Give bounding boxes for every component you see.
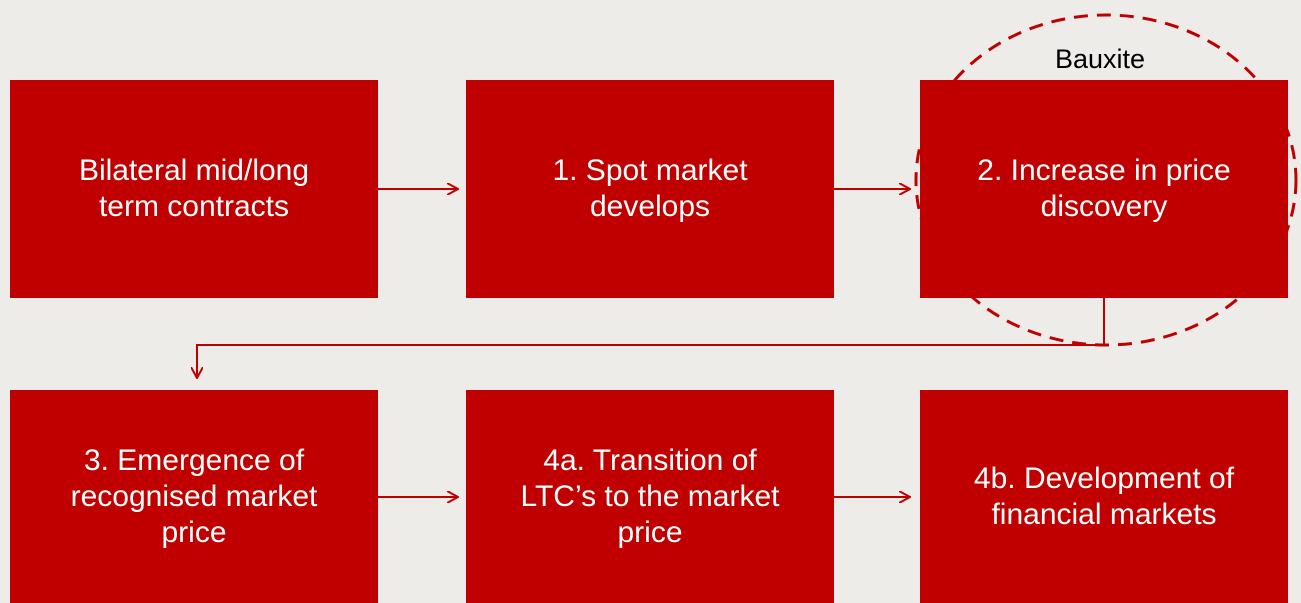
process-box: 4a. Transition of LTC’s to the market pric… [466,390,834,603]
box-label: develops [589,190,711,223]
arrow [197,298,1105,378]
box-label: recognised market [70,479,318,513]
highlight-ellipse [914,13,1298,347]
process-box: 3. Emergence of recognised market price [10,390,378,603]
box-label: Bilateral mid/long [78,154,310,187]
box-label: 1. Spot market [552,154,748,187]
box-label: 3. Emergence of [83,443,305,477]
process-box: 1. Spot market develops [466,80,834,298]
process-box: 4b. Development of financial markets [920,390,1288,603]
box-label: LTC’s to the market [520,479,780,513]
process-box: 2. Increase in price discovery [920,80,1288,298]
box-label: financial markets [991,497,1217,531]
box-label: term contracts [98,190,290,223]
process-box: Bilateral mid/long term contracts [10,80,378,298]
box-label: 4b. Development of [973,461,1235,495]
box-label: 4a. Transition of [543,443,757,477]
box-label: discovery [1040,190,1168,223]
box-label: price [617,515,683,549]
box-label: price [161,515,227,549]
annotation: Bauxite [1054,44,1146,74]
box-label: 2. Increase in price [977,154,1231,187]
